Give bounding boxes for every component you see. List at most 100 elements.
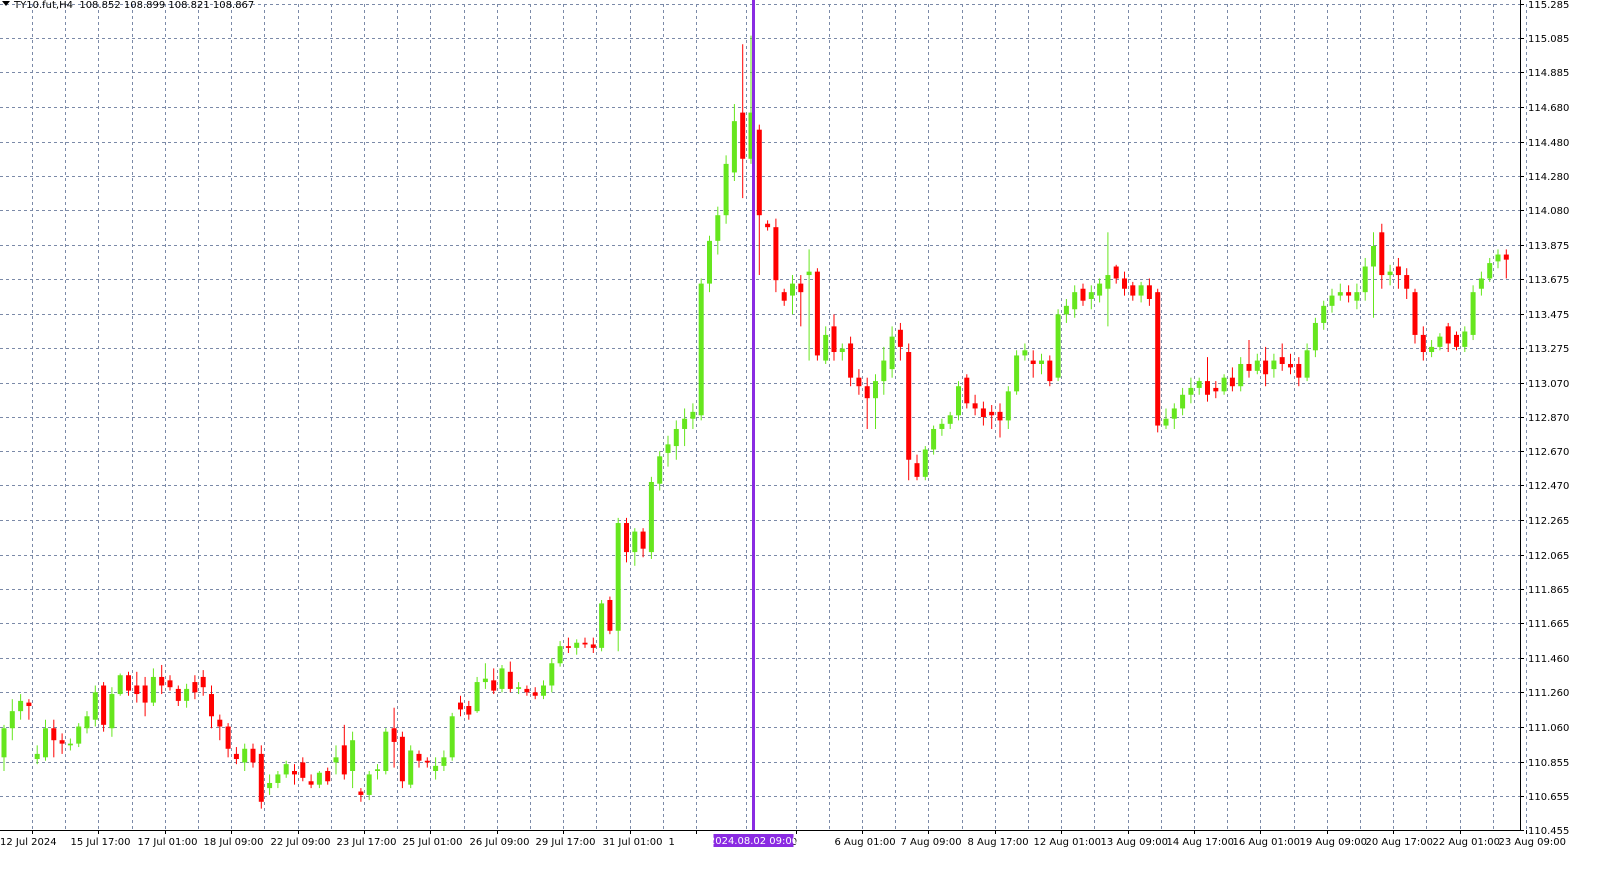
bear-candle [167,675,173,691]
candle-body [267,782,273,789]
bull-candle [333,745,339,775]
candle-body [1130,285,1136,296]
candle-body [1387,271,1393,276]
bear-candle [1155,288,1161,433]
candle-body [1321,305,1327,323]
bull-candle [690,403,696,429]
bear-candle [765,220,771,231]
bear-candle [1395,257,1401,289]
candle-body [673,428,679,447]
x-tick-label: 8 Aug 17:00 [968,837,1029,848]
candle-body [507,671,513,689]
candle-body [565,646,571,648]
bull-candle [267,774,273,795]
bear-candle [217,714,223,741]
bear-candle [590,637,596,653]
candle-body [482,678,488,683]
bull-candle [441,750,447,771]
bull-candle [34,745,40,765]
bear-candle [972,394,978,416]
bear-candle [233,747,239,765]
candle-body [1254,360,1260,371]
candle-body [1205,381,1210,395]
candle-body [391,728,397,742]
candle-body [723,163,729,216]
grid-lines [0,4,1527,831]
bull-candle [316,771,322,789]
crosshair-date-label-bg [713,834,794,847]
x-tick-label: 19 Aug 09:00 [1300,837,1367,848]
candle-body [225,726,231,749]
bull-candle [117,673,123,696]
candle-body [167,680,173,688]
candle-body [84,716,90,729]
bull-candle [1362,257,1368,301]
candle-body [1238,363,1244,387]
bear-candle [848,336,854,387]
candle-body [1155,292,1161,426]
y-tick-label: 114.280 [1528,172,1569,183]
x-tick-label: 23 Aug 09:00 [1499,837,1566,848]
bull-candle [574,639,580,655]
bear-candle [200,670,206,696]
candle-body [541,685,546,696]
candle-body [980,408,986,417]
bear-candle [1445,322,1451,353]
bear-candle [126,671,131,696]
x-tick-label: 25 Jul 01:00 [403,837,463,848]
bear-candle [997,403,1003,438]
x-tick-label: 26 Jul 09:00 [470,837,530,848]
bull-candle [1470,285,1476,341]
bull-candle [1487,257,1493,282]
bull-candle [242,743,248,771]
candle-body [1039,360,1044,364]
candle-body [1030,360,1036,364]
bear-candle [1146,278,1152,306]
candle-body [1014,355,1020,392]
bull-candle [474,676,480,713]
candle-body [972,403,978,409]
dropdown-triangle-icon[interactable] [2,1,10,6]
axes: 115.285 115.085 114.885 114.680 114.480 114.2… [0,0,1569,848]
candle-body [449,716,455,758]
bull-candle [1088,285,1094,310]
candle-body [756,129,762,216]
candle-body [773,227,779,281]
candle-body [408,750,414,785]
bear-candle [1296,357,1302,387]
candle-body [781,292,787,301]
bull-candle [1271,353,1277,378]
candle-body [1371,245,1376,267]
bull-candle [1163,408,1169,429]
y-tick-label: 115.285 [1528,0,1569,11]
bull-candle [1254,353,1260,375]
bear-candle [101,682,107,732]
bear-candle [864,377,870,429]
bear-candle [640,528,646,558]
candle-body [499,668,505,689]
bear-candle [781,288,787,306]
candle-body [931,428,937,450]
x-tick-label: 12 Aug 01:00 [1034,837,1101,848]
candle-body [175,688,181,701]
bear-candle [399,731,405,789]
candle-body [823,334,829,361]
candle-body [1080,288,1086,301]
candle-body [790,283,795,296]
candle-body [1163,418,1169,426]
bear-candle [134,671,140,703]
candle-body [1487,263,1493,279]
candle-body [184,688,190,701]
candle-body [1462,331,1468,347]
candle-body [491,680,497,691]
bull-candle [1495,249,1501,269]
y-tick-label: 114.480 [1528,138,1569,149]
candle-body [1088,292,1094,299]
candle-body [698,283,704,416]
candle-body [109,694,115,729]
candle-body [250,748,256,763]
bull-candle [806,249,812,361]
candle-body [1097,283,1103,296]
